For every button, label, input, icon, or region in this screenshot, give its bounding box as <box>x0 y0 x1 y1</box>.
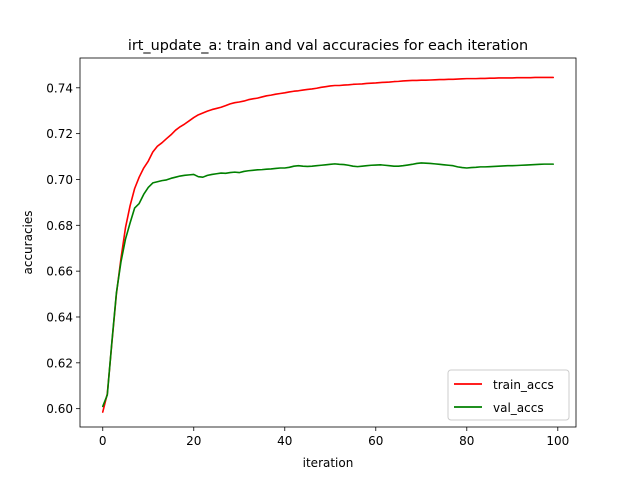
chart-title: irt_update_a: train and val accuracies f… <box>128 38 528 54</box>
x-axis-label: iteration <box>303 456 354 470</box>
legend-label-val: val_accs <box>493 401 544 415</box>
y-tick-label: 0.70 <box>46 173 73 187</box>
y-tick-label: 0.60 <box>46 402 73 416</box>
series-line-train-accs <box>101 76 555 413</box>
y-axis-ticks: 0.60 0.62 0.64 0.66 0.68 0.70 0.72 0.74 <box>46 81 80 416</box>
y-tick-label: 0.68 <box>46 219 73 233</box>
plot-frame <box>79 57 577 428</box>
x-tick-label: 0 <box>99 434 107 448</box>
y-tick-label: 0.72 <box>46 127 73 141</box>
series-line-val-accs <box>101 162 555 408</box>
y-tick-label: 0.64 <box>46 310 73 324</box>
x-tick-label: 60 <box>368 434 383 448</box>
x-tick-label: 40 <box>277 434 292 448</box>
series-layer <box>101 76 555 413</box>
y-tick-label: 0.66 <box>46 265 73 279</box>
x-tick-label: 100 <box>546 434 569 448</box>
y-tick-label: 0.62 <box>46 356 73 370</box>
x-tick-label: 80 <box>459 434 474 448</box>
x-tick-label: 20 <box>186 434 201 448</box>
y-axis-label: accuracies <box>21 210 35 274</box>
legend: train_accs val_accs <box>447 369 570 421</box>
y-tick-label: 0.74 <box>46 81 73 95</box>
x-axis-ticks: 0 20 40 60 80 100 <box>99 427 569 448</box>
legend-label-train: train_accs <box>493 378 554 392</box>
